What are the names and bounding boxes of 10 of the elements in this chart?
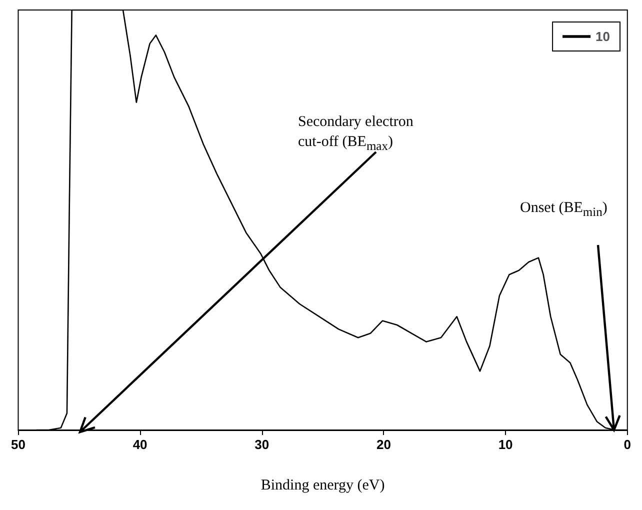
annotation: Onset (BE$_{min}$) — [520, 199, 608, 221]
annotation: Secondary electron cut-off (BE$_{max}$) — [298, 113, 414, 155]
x-tick-label: 20 — [376, 437, 391, 452]
legend-label: 10 — [596, 29, 610, 44]
x-tick-label: 50 — [10, 437, 26, 452]
x-tick-label: 10 — [498, 437, 513, 452]
x-axis-title: Binding energy (eV) — [260, 478, 385, 494]
x-tick-label: 30 — [254, 437, 270, 452]
x-tick-label: 0 — [624, 437, 631, 452]
x-tick-label: 40 — [132, 437, 148, 452]
